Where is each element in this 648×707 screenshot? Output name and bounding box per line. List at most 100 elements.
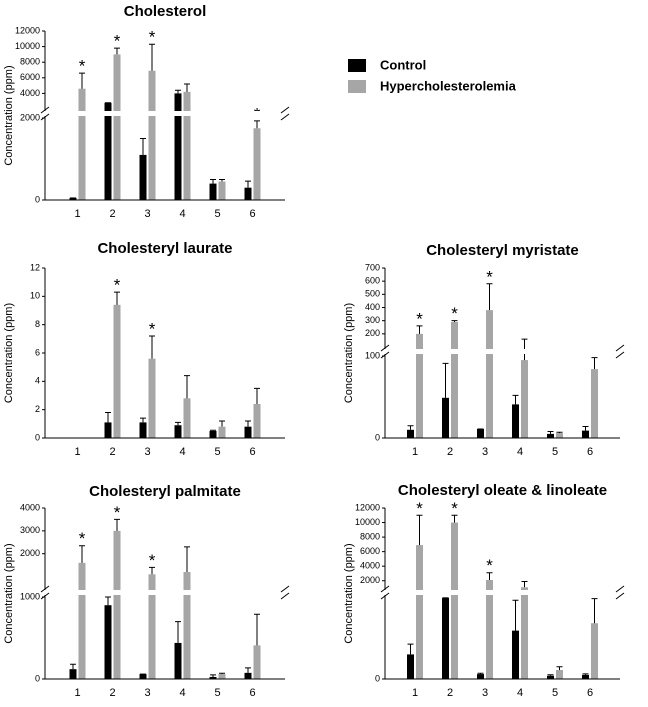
bar (556, 669, 563, 679)
bar (521, 360, 528, 438)
bar (209, 676, 217, 679)
x-tick-label: 1 (74, 687, 80, 699)
y-axis-label: Concentration (ppm) (343, 303, 355, 403)
chart-title: Cholesteryl laurate (97, 240, 232, 257)
bar (139, 674, 147, 679)
bar (244, 426, 252, 438)
x-tick-label: 2 (447, 687, 453, 699)
y-tick-label: 100 (365, 350, 380, 360)
y-tick-label: 0 (375, 432, 380, 442)
error-bar (254, 387, 260, 404)
bar (512, 404, 519, 438)
y-tick-label: 12000 (355, 502, 380, 512)
significance-mark: * (149, 319, 156, 338)
error-bar (486, 283, 493, 311)
error-bar (254, 613, 260, 646)
error-bar (521, 580, 528, 588)
x-tick-label: 4 (517, 687, 523, 699)
legend-swatch (348, 59, 366, 72)
significance-mark: * (451, 499, 458, 518)
axis-break (381, 590, 624, 595)
bar (78, 562, 86, 679)
axis-break-mark (280, 585, 290, 600)
x-tick-label: 6 (249, 446, 255, 458)
error-bar (245, 180, 251, 188)
bar (209, 430, 217, 438)
x-tick-label: 5 (214, 687, 220, 699)
bar (416, 333, 423, 438)
error-bar (114, 47, 120, 55)
axis-break (381, 349, 624, 354)
x-tick-label: 2 (447, 446, 453, 458)
legend-label: Control (380, 57, 426, 72)
error-bar (442, 362, 449, 398)
bar (183, 398, 191, 438)
x-tick-label: 1 (74, 208, 80, 220)
x-tick-label: 6 (249, 208, 255, 220)
x-tick-label: 5 (214, 208, 220, 220)
x-tick-label: 5 (552, 687, 558, 699)
y-tick-label: 6000 (360, 546, 380, 556)
error-bar (416, 514, 423, 546)
x-tick-label: 1 (412, 446, 418, 458)
y-tick-label: 4000 (20, 502, 40, 512)
x-tick-label: 3 (144, 446, 150, 458)
x-tick-label: 1 (74, 446, 80, 458)
error-bar (556, 431, 563, 434)
bar (69, 197, 77, 200)
axis-break-mark (380, 344, 390, 359)
y-tick-label: 6000 (20, 72, 40, 82)
x-tick-label: 2 (109, 208, 115, 220)
y-tick-label: 8000 (20, 57, 40, 67)
error-bar (219, 672, 225, 675)
error-bar (70, 663, 76, 670)
y-axis-label: Concentration (ppm) (3, 65, 15, 165)
significance-mark: * (486, 556, 493, 575)
bar (591, 623, 598, 679)
y-tick-label: 700 (365, 262, 380, 272)
chart-title: Cholesteryl myristate (426, 242, 579, 259)
bar (547, 675, 554, 679)
error-bar (451, 320, 458, 322)
error-bar (140, 138, 146, 155)
y-tick-label: 4000 (20, 88, 40, 98)
error-bar (245, 667, 251, 673)
bar (253, 404, 261, 438)
y-tick-label: 1000 (20, 591, 40, 601)
error-bar (184, 83, 190, 92)
x-tick-label: 5 (214, 446, 220, 458)
axis-break-mark (280, 106, 290, 121)
significance-mark: * (416, 309, 423, 328)
bar (477, 428, 484, 438)
y-tick-label: 200 (365, 328, 380, 338)
bar (477, 674, 484, 679)
y-tick-label: 8000 (360, 531, 380, 541)
error-bar (451, 514, 458, 523)
x-tick-label: 1 (412, 687, 418, 699)
legend-label: Hypercholesterolemia (380, 78, 517, 93)
significance-mark: * (149, 28, 156, 47)
error-bar (547, 674, 554, 676)
bar (407, 654, 414, 679)
significance-mark: * (114, 32, 121, 51)
error-bar (210, 179, 216, 184)
error-bar (254, 120, 260, 129)
error-bar (486, 572, 493, 580)
bar (253, 645, 261, 679)
significance-mark: * (416, 499, 423, 518)
bar (547, 433, 554, 438)
y-tick-label: 2 (35, 404, 40, 414)
error-bar (512, 599, 519, 631)
x-tick-label: 4 (179, 208, 185, 220)
error-bar (591, 598, 598, 624)
axis-break (41, 111, 289, 116)
error-bar (407, 643, 414, 655)
error-bar (210, 429, 216, 431)
y-tick-label: 4 (35, 376, 40, 386)
significance-mark: * (114, 503, 121, 522)
significance-mark: * (486, 267, 493, 286)
error-bar (149, 566, 155, 575)
chart-title: Cholesterol (124, 3, 207, 20)
y-tick-label: 10000 (15, 41, 40, 51)
bar (521, 587, 528, 679)
